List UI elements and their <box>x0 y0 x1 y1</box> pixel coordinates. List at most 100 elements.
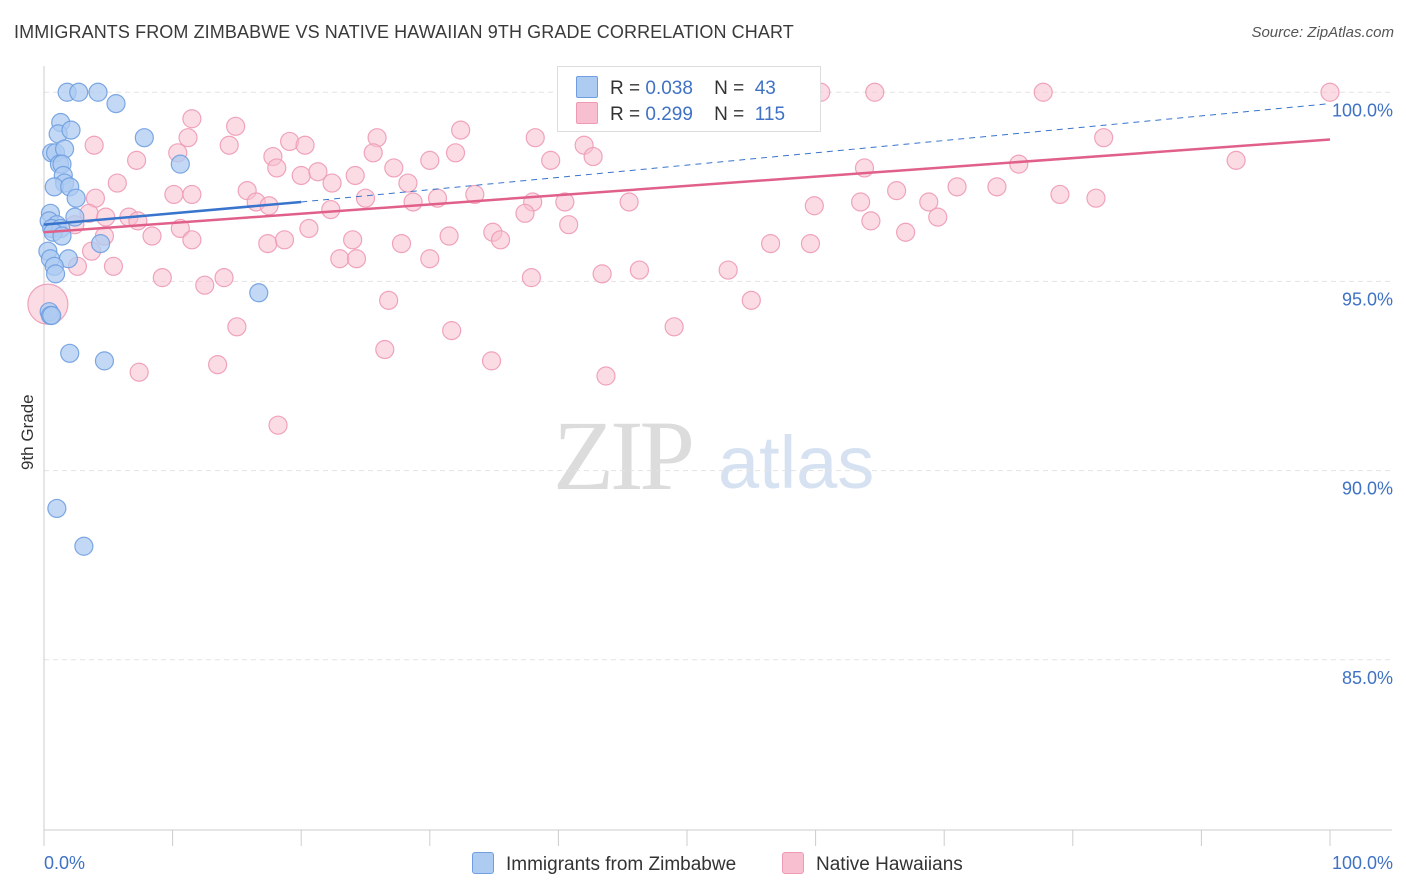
hawaiian-point <box>330 249 350 269</box>
hawaiian-point <box>555 192 575 212</box>
hawaiian-point <box>208 355 228 375</box>
hawaiian-point <box>559 215 579 235</box>
zimbabwe-point <box>42 305 62 326</box>
hawaiian-point <box>515 203 535 223</box>
zimbabwe-point <box>134 128 154 148</box>
zimbabwe-point <box>170 154 190 174</box>
zimbabwe-point <box>66 188 86 208</box>
y-tick-label: 90.0% <box>1342 479 1393 499</box>
y-tick-label: 85.0% <box>1342 668 1393 688</box>
hawaiian-point <box>718 260 738 280</box>
hawaiian-point <box>465 184 485 205</box>
hawaiian-point <box>219 135 239 155</box>
hawaiian-point <box>182 109 202 129</box>
hawaiian-point <box>947 177 967 197</box>
hawaiian-point <box>760 233 781 254</box>
zimbabwe-point <box>60 343 80 363</box>
hawaiian-point <box>152 268 172 288</box>
hawaiian-point <box>391 233 412 254</box>
legend-row-zimbabwe: R = 0.038 N = 43 <box>576 76 776 102</box>
hawaiian-point <box>343 230 363 250</box>
zimbabwe-point <box>106 94 126 114</box>
hawaiian-point <box>355 188 376 208</box>
hawaiian-point <box>384 158 404 178</box>
watermark-zip: ZIP <box>553 400 695 511</box>
bottom-legend-hawaiian: Native Hawaiians <box>782 852 963 876</box>
zimbabwe-point <box>69 82 89 102</box>
hawaiian-point <box>442 321 462 341</box>
legend-swatch-hawaiian <box>576 102 598 124</box>
y-tick-label: 100.0% <box>1332 100 1393 120</box>
hawaiian-point <box>267 158 287 178</box>
hawaiian-point <box>214 268 234 288</box>
hawaiian-point <box>308 162 328 182</box>
zimbabwe-point <box>45 264 66 284</box>
hawaiian-point <box>322 173 342 193</box>
zimbabwe-point <box>249 283 269 303</box>
hawaiian-point <box>226 116 246 136</box>
hawaiian-point <box>84 135 104 155</box>
hawaiian-point <box>1086 188 1106 208</box>
legend-r-value: 0.299 <box>645 104 693 125</box>
hawaiian-point <box>295 135 315 155</box>
watermark-atlas: atlas <box>718 421 875 504</box>
hawaiian-point <box>861 211 881 231</box>
legend-row-hawaiian: R = 0.299 N = 115 <box>576 102 785 128</box>
hawaiian-point <box>375 339 395 360</box>
chart-title: IMMIGRANTS FROM ZIMBABWE VS NATIVE HAWAI… <box>14 22 794 42</box>
zimbabwe-point <box>47 498 67 519</box>
hawaiian-point <box>592 264 612 284</box>
hawaiian-point <box>142 226 162 246</box>
hawaiian-point <box>299 218 319 239</box>
hawaiian-point <box>321 199 341 220</box>
hawaiian-point <box>851 192 871 212</box>
hawaiian-point <box>887 181 907 201</box>
hawaiian-point <box>345 165 365 186</box>
hawaiian-point <box>129 362 149 382</box>
axes <box>43 66 1392 846</box>
zimbabwe-point <box>88 82 108 102</box>
hawaiian-point <box>258 233 278 254</box>
hawaiian-point <box>398 173 418 193</box>
hawaiian-point <box>619 192 639 212</box>
tick-labels: 85.0% 90.0% 95.0% 100.0% 0.0% 100.0% <box>44 100 1393 873</box>
hawaiian-point <box>928 207 948 227</box>
hawaiian-point <box>195 275 215 295</box>
hawaiian-point <box>664 317 684 337</box>
legend-n-label: N = <box>714 104 745 125</box>
correlation-legend: R = 0.038 N = 43 R = 0.299 N = 115 <box>557 66 821 132</box>
hawaiian-point <box>481 351 502 371</box>
bottom-legend-label: Native Hawaiians <box>816 854 963 875</box>
hawaiian-point <box>291 165 311 186</box>
hawaiian-point <box>596 366 616 386</box>
hawaiian-point <box>182 184 202 205</box>
hawaiian-point <box>804 196 824 216</box>
trend-lines <box>43 103 1331 234</box>
hawaiian-point <box>126 150 147 170</box>
hawaiian-point <box>403 192 423 212</box>
x-tick-label: 100.0% <box>1332 853 1393 873</box>
hawaiian-point <box>274 230 295 250</box>
y-tick-label: 95.0% <box>1342 289 1393 309</box>
hawaiian-point <box>490 230 511 250</box>
hawaiian-point <box>541 150 561 170</box>
hawaiian-point <box>164 184 184 205</box>
hawaiian-point <box>96 207 116 227</box>
zimbabwe-point <box>74 536 94 556</box>
zimbabwe-trend-line <box>43 200 302 226</box>
legend-swatch-zimbabwe <box>576 76 598 98</box>
hawaiian-point <box>987 177 1007 197</box>
hawaiian-point <box>583 146 603 167</box>
hawaiian-point <box>525 128 545 148</box>
zimbabwe-point <box>94 351 115 371</box>
hawaiian-point <box>346 249 367 269</box>
hawaiian-point <box>103 256 124 276</box>
hawaiian-point <box>107 173 127 193</box>
hawaiian-point <box>1033 82 1053 102</box>
hawaiian-point <box>379 290 399 310</box>
bottom-legend-swatch-zimbabwe <box>472 852 494 874</box>
hawaiian-point <box>1094 128 1114 148</box>
hawaiian-point <box>741 290 761 310</box>
bottom-legend-swatch-hawaiian <box>782 852 804 874</box>
hawaiian-point <box>800 233 821 254</box>
